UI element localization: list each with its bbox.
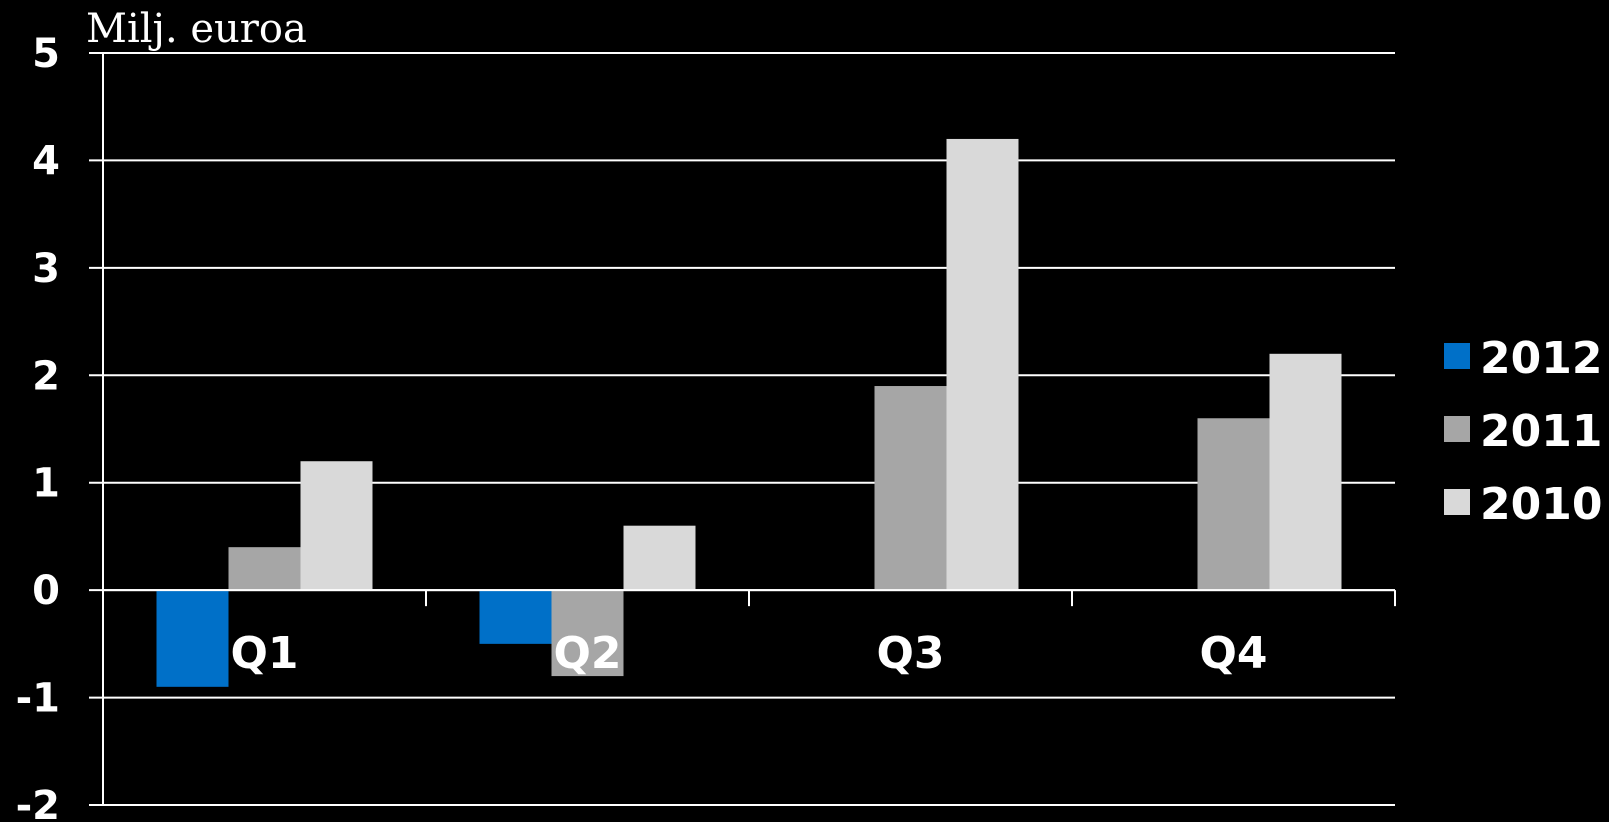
bar-2010-Q2	[623, 525, 696, 591]
y-tick-labels: -2 -1 0 1 2 3 4 5	[16, 31, 60, 822]
x-category-label: Q2	[553, 628, 621, 679]
legend-swatch	[1444, 489, 1470, 515]
bar-2012-Q2	[479, 590, 552, 644]
y-tick-label: -1	[16, 676, 60, 722]
bar-2010-Q3	[946, 138, 1019, 591]
bar-2011-Q4	[1197, 418, 1270, 591]
legend-swatch	[1444, 343, 1470, 369]
bar-2011-Q1	[228, 547, 301, 591]
y-tick-label: -2	[16, 783, 60, 822]
y-tick-label: 4	[32, 138, 60, 184]
axes	[102, 53, 1396, 805]
x-category-label: Q4	[1199, 628, 1267, 679]
y-tick-label: 3	[32, 246, 60, 292]
bar-2010-Q4	[1269, 353, 1342, 591]
legend-swatch	[1444, 416, 1470, 442]
bar-2010-Q1	[300, 461, 373, 591]
legend-label: 2012	[1480, 333, 1602, 384]
y-tick-label: 0	[32, 568, 60, 614]
x-category-label: Q1	[230, 628, 298, 679]
legend-label: 2011	[1480, 406, 1602, 457]
y-tick-label: 5	[32, 31, 60, 77]
y-axis-unit-label: Milj. euroa	[86, 6, 307, 52]
legend: 2012 2011 2010	[1444, 333, 1602, 530]
bar-2012-Q1	[156, 590, 229, 687]
bar-2011-Q2	[551, 590, 624, 677]
bars	[156, 138, 1342, 687]
x-category-label: Q3	[876, 628, 944, 679]
y-tick-label: 1	[32, 461, 60, 507]
legend-label: 2010	[1480, 479, 1602, 530]
category-labels: Q1 Q2 Q3 Q4	[230, 628, 1267, 679]
y-tick-label: 2	[32, 353, 60, 399]
bar-2011-Q3	[874, 386, 947, 591]
